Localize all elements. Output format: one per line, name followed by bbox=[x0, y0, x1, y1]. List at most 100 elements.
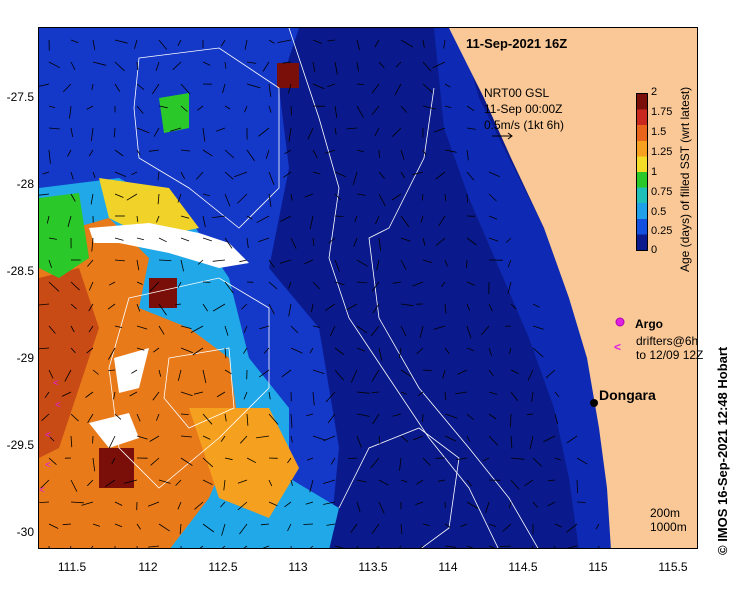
current-vector-arrow bbox=[350, 369, 358, 383]
current-vector-arrow bbox=[108, 347, 116, 360]
current-vector-arrow bbox=[326, 523, 336, 526]
current-vector-arrow bbox=[70, 325, 75, 333]
current-vector-arrow bbox=[334, 281, 345, 286]
current-vector-arrow bbox=[510, 457, 525, 460]
current-vector-arrow bbox=[325, 391, 336, 403]
current-vector-arrow bbox=[153, 127, 160, 137]
current-vector-arrow bbox=[422, 83, 433, 93]
current-vector-arrow bbox=[304, 259, 314, 265]
current-vector-arrow bbox=[70, 61, 76, 71]
y-tick-label: -29 bbox=[16, 351, 34, 365]
current-vector-arrow bbox=[312, 61, 316, 72]
current-vector-arrow bbox=[86, 105, 94, 110]
current-vector-arrow bbox=[488, 369, 494, 377]
current-vector-arrow bbox=[433, 127, 446, 133]
current-vector-arrow bbox=[394, 83, 402, 96]
current-vector-arrow bbox=[374, 39, 380, 48]
contour-1000m bbox=[288, 28, 499, 548]
argo-label: Argo bbox=[635, 317, 663, 331]
current-vector-arrow bbox=[85, 391, 94, 398]
current-vector-arrow bbox=[309, 347, 314, 354]
current-vector-arrow bbox=[422, 369, 432, 372]
current-vector-arrow bbox=[422, 457, 431, 466]
colorbar-tick-label: 2 bbox=[651, 86, 658, 98]
current-vector-arrow bbox=[422, 523, 430, 526]
current-vector-arrow bbox=[437, 479, 446, 482]
current-vector-arrow bbox=[485, 501, 490, 514]
current-vector-arrow bbox=[378, 347, 383, 361]
current-vector-arrow bbox=[246, 83, 261, 89]
current-vector-arrow bbox=[224, 237, 233, 249]
current-vector-arrow bbox=[197, 259, 204, 265]
current-vector-arrow bbox=[392, 127, 402, 137]
current-vector-arrow bbox=[488, 303, 493, 312]
current-vector-arrow bbox=[422, 61, 432, 72]
current-vector-arrow bbox=[466, 171, 475, 181]
current-vector-arrow bbox=[312, 83, 325, 90]
current-vector-arrow bbox=[177, 501, 182, 510]
current-vector-arrow bbox=[488, 215, 498, 220]
current-vector-arrow bbox=[268, 479, 273, 487]
current-vector-arrow bbox=[416, 479, 424, 485]
current-vector-arrow bbox=[466, 281, 476, 286]
current-vector-arrow bbox=[416, 347, 424, 355]
current-vector-arrow bbox=[324, 149, 336, 154]
current-vector-arrow bbox=[202, 127, 206, 142]
current-vector-arrow bbox=[224, 281, 234, 294]
current-vector-arrow bbox=[466, 325, 472, 339]
current-vector-arrow bbox=[438, 215, 446, 227]
current-vector-arrow bbox=[421, 193, 424, 201]
current-vector-arrow bbox=[239, 259, 248, 263]
current-vector-arrow bbox=[378, 193, 386, 207]
current-vector-arrow bbox=[41, 413, 50, 421]
current-vector-arrow bbox=[114, 413, 122, 420]
current-vector-arrow bbox=[378, 61, 385, 69]
colorbar-tick-label: 0.25 bbox=[651, 225, 673, 237]
current-vector-arrow bbox=[376, 545, 380, 548]
current-vector-arrow bbox=[222, 545, 226, 548]
current-vector-arrow bbox=[202, 479, 213, 486]
current-vector-arrow bbox=[268, 105, 272, 113]
colorbar-tick-label: 1.5 bbox=[651, 126, 667, 138]
current-vector-arrow bbox=[149, 435, 160, 442]
current-vector-arrow bbox=[400, 171, 406, 179]
current-vector-arrow bbox=[312, 171, 321, 175]
current-vector-arrow bbox=[48, 325, 56, 334]
current-vector-arrow bbox=[224, 105, 231, 110]
current-vector-arrow bbox=[284, 501, 292, 508]
current-vector-arrow bbox=[466, 501, 479, 509]
current-vector-arrow bbox=[290, 325, 299, 334]
current-vector-arrow bbox=[440, 281, 446, 288]
current-vector-arrow bbox=[180, 259, 184, 272]
current-vector-arrow bbox=[175, 303, 182, 306]
current-vector-arrow bbox=[400, 105, 408, 113]
current-vector-arrow bbox=[370, 457, 380, 469]
x-tick-label: 113 bbox=[288, 560, 308, 574]
current-vector-arrow bbox=[177, 281, 182, 288]
current-vector-arrow bbox=[483, 457, 490, 462]
current-vector-arrow bbox=[108, 281, 116, 286]
current-vector-arrow bbox=[39, 83, 50, 87]
current-vector-arrow bbox=[39, 193, 50, 196]
current-vector-arrow bbox=[224, 369, 232, 375]
current-vector-arrow bbox=[554, 457, 561, 461]
current-vector-arrow bbox=[224, 347, 227, 359]
current-vector-arrow bbox=[531, 391, 534, 402]
current-vector-arrow bbox=[202, 413, 213, 425]
current-vector-arrow bbox=[136, 523, 141, 530]
current-vector-arrow bbox=[243, 545, 248, 548]
current-vector-arrow bbox=[268, 171, 275, 185]
current-vector-arrow bbox=[395, 61, 402, 68]
current-vector-arrow bbox=[419, 545, 424, 548]
current-vector-arrow bbox=[172, 61, 182, 70]
current-vector-arrow bbox=[466, 545, 474, 548]
current-legend-line-3: 0.5m/s (1kt 6h) bbox=[484, 118, 565, 132]
current-vector-arrow bbox=[312, 325, 320, 328]
current-vector-arrow bbox=[260, 523, 270, 526]
current-vector-arrow bbox=[456, 457, 468, 460]
current-vector-arrow bbox=[524, 479, 534, 487]
current-vector-arrow bbox=[180, 215, 190, 219]
current-vector-arrow bbox=[290, 413, 293, 428]
current-vector-arrow bbox=[356, 259, 368, 267]
current-vector-arrow bbox=[61, 391, 72, 397]
